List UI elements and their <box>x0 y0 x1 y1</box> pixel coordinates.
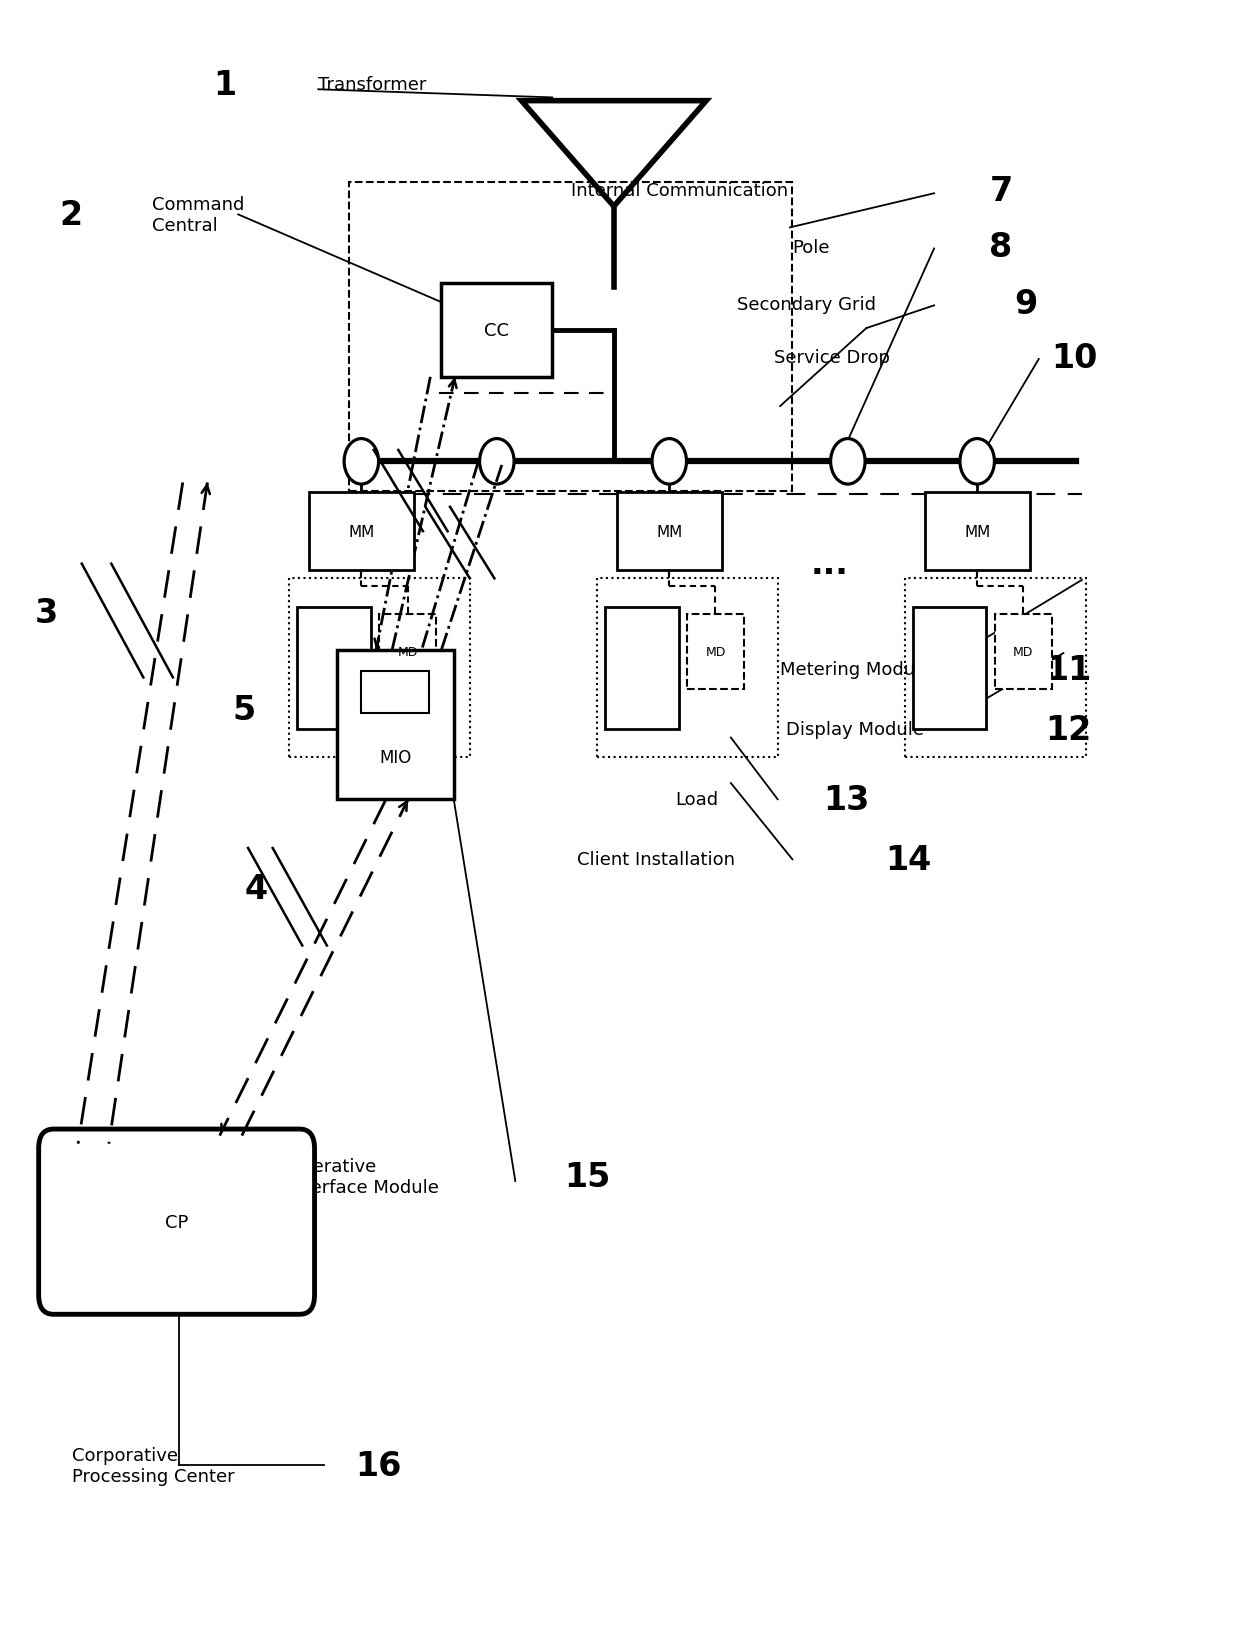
Text: 2: 2 <box>60 199 83 232</box>
Text: MIO: MIO <box>379 749 412 767</box>
FancyBboxPatch shape <box>994 615 1052 689</box>
FancyBboxPatch shape <box>296 607 371 730</box>
FancyBboxPatch shape <box>687 615 744 689</box>
FancyBboxPatch shape <box>337 651 454 800</box>
Text: 12: 12 <box>1045 713 1091 746</box>
Text: MM: MM <box>656 524 682 539</box>
Text: Operative
Interface Module: Operative Interface Module <box>288 1157 439 1196</box>
Text: Display Module: Display Module <box>786 721 924 739</box>
Text: Service Drop: Service Drop <box>774 349 890 367</box>
Text: CP: CP <box>165 1213 188 1231</box>
Circle shape <box>831 439 866 485</box>
Text: 8: 8 <box>990 232 1013 264</box>
Text: CC: CC <box>485 322 510 339</box>
Text: MD: MD <box>1013 646 1034 658</box>
Circle shape <box>345 439 378 485</box>
Text: 1: 1 <box>213 69 237 101</box>
Text: 15: 15 <box>564 1160 611 1193</box>
Text: 16: 16 <box>355 1449 402 1482</box>
FancyBboxPatch shape <box>309 493 414 571</box>
FancyBboxPatch shape <box>441 284 552 377</box>
Text: MM: MM <box>348 524 374 539</box>
Circle shape <box>480 439 515 485</box>
Text: Transformer: Transformer <box>319 77 427 95</box>
Text: Secondary Grid: Secondary Grid <box>737 295 875 313</box>
Text: Client Installation: Client Installation <box>577 850 735 868</box>
Text: Pole: Pole <box>792 238 830 256</box>
Text: Load: Load <box>676 792 718 809</box>
Text: Command
Central: Command Central <box>153 196 244 235</box>
Text: 13: 13 <box>823 783 869 816</box>
Text: MD: MD <box>706 646 725 658</box>
Circle shape <box>652 439 687 485</box>
Text: MD: MD <box>397 646 418 658</box>
Text: 14: 14 <box>885 844 931 876</box>
FancyBboxPatch shape <box>379 615 436 689</box>
Text: 11: 11 <box>1045 653 1091 687</box>
Text: Corporative
Processing Center: Corporative Processing Center <box>72 1446 234 1485</box>
FancyBboxPatch shape <box>605 607 678 730</box>
FancyBboxPatch shape <box>618 493 722 571</box>
FancyBboxPatch shape <box>361 671 429 713</box>
Text: 9: 9 <box>1014 289 1038 322</box>
FancyBboxPatch shape <box>913 607 987 730</box>
Text: Internal Communication: Internal Communication <box>570 181 787 199</box>
Text: 5: 5 <box>232 694 255 726</box>
Text: 7: 7 <box>990 175 1013 207</box>
Text: ...: ... <box>811 548 848 581</box>
Text: Metering Module: Metering Module <box>780 661 931 679</box>
Text: 3: 3 <box>35 597 58 630</box>
Text: MM: MM <box>963 524 991 539</box>
FancyBboxPatch shape <box>38 1129 315 1314</box>
Circle shape <box>960 439 994 485</box>
Text: 4: 4 <box>244 873 268 906</box>
Text: 6: 6 <box>331 669 353 703</box>
Text: 10: 10 <box>1052 341 1097 375</box>
FancyBboxPatch shape <box>925 493 1029 571</box>
